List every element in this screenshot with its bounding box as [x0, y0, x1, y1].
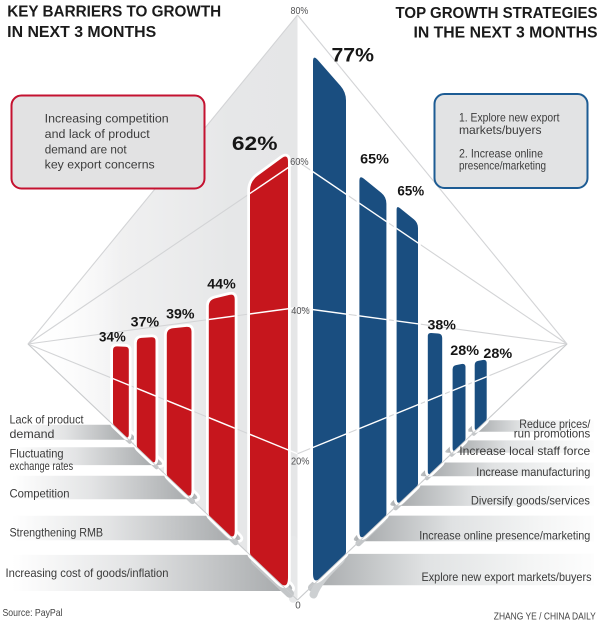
svg-text:presence/marketing: presence/marketing [459, 160, 546, 173]
svg-text:Increase online presence/marke: Increase online presence/marketing [419, 529, 590, 543]
svg-text:markets/buyers: markets/buyers [459, 124, 542, 137]
svg-text:Source: PayPal: Source: PayPal [3, 608, 63, 619]
svg-text:demand: demand [10, 427, 55, 441]
svg-text:20%: 20% [291, 456, 310, 467]
svg-text:and lack of product: and lack of product [45, 127, 151, 141]
svg-text:Explore new export markets/buy: Explore new export markets/buyers [422, 570, 592, 584]
svg-text:IN THE NEXT 3 MONTHS: IN THE NEXT 3 MONTHS [414, 25, 598, 42]
svg-text:62%: 62% [232, 133, 278, 155]
svg-text:Increase manufacturing: Increase manufacturing [476, 465, 590, 479]
svg-text:exchange rates: exchange rates [10, 459, 74, 473]
svg-text:2. Increase online: 2. Increase online [459, 148, 543, 161]
svg-text:38%: 38% [428, 317, 456, 332]
svg-text:39%: 39% [166, 307, 194, 322]
svg-text:Fluctuating: Fluctuating [10, 447, 64, 461]
svg-text:Increase local staff force: Increase local staff force [459, 444, 590, 458]
svg-text:0: 0 [295, 601, 301, 612]
svg-text:key export concerns: key export concerns [45, 158, 155, 172]
svg-text:ZHANG YE / CHINA DAILY: ZHANG YE / CHINA DAILY [494, 611, 596, 622]
svg-text:37%: 37% [131, 314, 159, 329]
svg-text:Diversify goods/services: Diversify goods/services [471, 494, 590, 508]
svg-text:65%: 65% [397, 184, 424, 199]
svg-text:Increasing cost of goods/infla: Increasing cost of goods/inflation [6, 566, 169, 580]
svg-text:demand are not: demand are not [45, 142, 128, 156]
svg-text:80%: 80% [291, 6, 309, 17]
svg-text:65%: 65% [360, 151, 389, 166]
svg-text:Strengthening RMB: Strengthening RMB [10, 525, 104, 539]
svg-text:77%: 77% [332, 45, 375, 67]
svg-text:Lack of product: Lack of product [10, 412, 85, 426]
svg-text:28%: 28% [483, 346, 512, 361]
svg-text:40%: 40% [291, 306, 310, 317]
svg-text:44%: 44% [207, 276, 235, 291]
svg-text:TOP GROWTH STRATEGIES: TOP GROWTH STRATEGIES [396, 5, 598, 22]
svg-text:1. Explore new export: 1. Explore new export [459, 112, 560, 125]
svg-text:60%: 60% [290, 157, 309, 168]
svg-text:IN NEXT 3 MONTHS: IN NEXT 3 MONTHS [7, 24, 156, 41]
svg-text:28%: 28% [450, 343, 479, 358]
svg-text:KEY BARRIERS TO GROWTH: KEY BARRIERS TO GROWTH [7, 3, 221, 20]
svg-text:Reduce prices/: Reduce prices/ [519, 417, 591, 431]
svg-text:Competition: Competition [10, 486, 70, 500]
svg-text:Increasing competition: Increasing competition [45, 112, 169, 126]
svg-text:run promotions: run promotions [514, 427, 591, 441]
svg-text:34%: 34% [99, 330, 126, 345]
